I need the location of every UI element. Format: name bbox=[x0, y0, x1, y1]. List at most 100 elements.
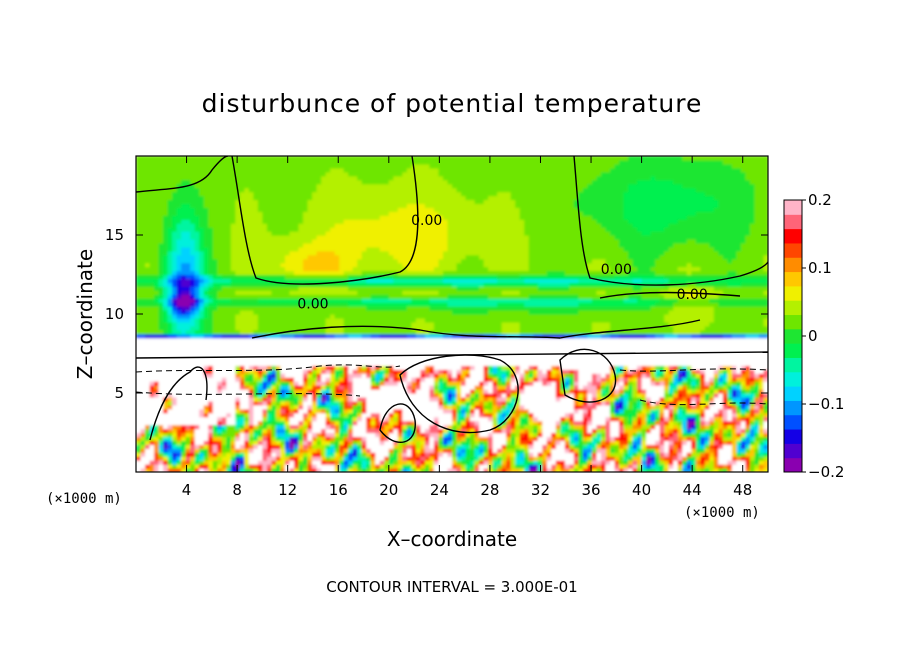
heatmap-cell bbox=[713, 432, 719, 438]
heatmap-cell bbox=[303, 337, 309, 343]
heatmap-cell bbox=[226, 404, 232, 410]
heatmap-cell bbox=[677, 365, 683, 370]
heatmap-cell bbox=[402, 329, 408, 335]
heatmap-cell bbox=[167, 361, 173, 366]
heatmap-cell bbox=[212, 357, 218, 362]
heatmap-cell bbox=[564, 329, 570, 335]
heatmap-field bbox=[136, 156, 768, 472]
heatmap-cell bbox=[370, 389, 376, 394]
heatmap-cell bbox=[298, 468, 304, 472]
heatmap-cell bbox=[537, 432, 543, 438]
heatmap-cell bbox=[217, 369, 223, 374]
heatmap-cell bbox=[749, 365, 756, 370]
heatmap-cell bbox=[289, 373, 295, 378]
heatmap-cell bbox=[709, 460, 715, 465]
heatmap-cell bbox=[190, 412, 196, 418]
heatmap-cell bbox=[298, 369, 304, 374]
heatmap-cell bbox=[357, 361, 363, 366]
heatmap-cell bbox=[402, 396, 408, 402]
heatmap-cell bbox=[492, 412, 498, 418]
heatmap-cell bbox=[140, 460, 146, 465]
heatmap-cell bbox=[646, 389, 652, 394]
heatmap-cell bbox=[307, 389, 313, 394]
heatmap-cell bbox=[158, 468, 164, 472]
heatmap-cell bbox=[682, 361, 688, 366]
heatmap-cell bbox=[149, 468, 155, 472]
heatmap-cell bbox=[154, 448, 160, 453]
heatmap-cell bbox=[555, 424, 561, 430]
heatmap-cell bbox=[686, 345, 692, 351]
heatmap-cell bbox=[163, 393, 169, 398]
heatmap-cell bbox=[181, 412, 187, 418]
heatmap-cell bbox=[623, 456, 629, 461]
heatmap-cell bbox=[587, 424, 593, 430]
heatmap-cell bbox=[695, 416, 701, 422]
heatmap-cell bbox=[560, 440, 566, 445]
heatmap-cell bbox=[158, 396, 164, 402]
heatmap-cell bbox=[199, 440, 205, 445]
heatmap-cell bbox=[641, 365, 647, 370]
heatmap-cell bbox=[488, 460, 494, 465]
heatmap-cell bbox=[488, 444, 494, 449]
heatmap-cell bbox=[140, 404, 146, 410]
heatmap-cell bbox=[704, 381, 710, 386]
heatmap-cell bbox=[546, 460, 552, 465]
heatmap-cell bbox=[172, 452, 178, 457]
heatmap-cell bbox=[266, 337, 273, 343]
heatmap-cell bbox=[172, 464, 178, 469]
heatmap-cell bbox=[334, 448, 340, 453]
heatmap-cell bbox=[343, 361, 349, 366]
heatmap-cell bbox=[600, 341, 607, 347]
heatmap-cell bbox=[587, 369, 593, 374]
heatmap-cell bbox=[298, 456, 304, 461]
heatmap-cell bbox=[740, 440, 747, 445]
heatmap-cell bbox=[284, 369, 291, 374]
heatmap-cell bbox=[533, 361, 539, 366]
heatmap-cell bbox=[163, 329, 169, 335]
heatmap-cell bbox=[348, 444, 354, 449]
heatmap-cell bbox=[628, 353, 634, 359]
heatmap-cell bbox=[488, 412, 494, 418]
heatmap-cell bbox=[474, 408, 480, 414]
heatmap-cell bbox=[528, 456, 534, 461]
heatmap-cell bbox=[736, 393, 742, 398]
heatmap-cell bbox=[370, 452, 376, 457]
heatmap-cell bbox=[406, 408, 412, 414]
heatmap-cell bbox=[731, 373, 737, 378]
heatmap-cell bbox=[461, 377, 467, 382]
heatmap-cell bbox=[397, 460, 403, 465]
heatmap-cell bbox=[650, 416, 656, 422]
heatmap-cell bbox=[312, 444, 318, 449]
heatmap-cell bbox=[600, 400, 607, 406]
heatmap-cell bbox=[217, 349, 223, 355]
heatmap-cell bbox=[637, 436, 643, 441]
heatmap-cell bbox=[646, 428, 652, 434]
heatmap-cell bbox=[754, 369, 760, 374]
heatmap-cell bbox=[393, 337, 399, 343]
heatmap-cell bbox=[424, 377, 431, 382]
heatmap-cell bbox=[266, 452, 273, 457]
heatmap-cell bbox=[361, 424, 367, 430]
heatmap-cell bbox=[713, 460, 719, 465]
heatmap-cell bbox=[623, 345, 629, 351]
heatmap-cell bbox=[406, 341, 412, 347]
heatmap-cell bbox=[334, 424, 340, 430]
heatmap-cell bbox=[474, 432, 480, 438]
heatmap-cell bbox=[745, 440, 751, 445]
heatmap-cell bbox=[420, 396, 426, 402]
heatmap-cell bbox=[564, 452, 570, 457]
heatmap-cell bbox=[745, 464, 751, 469]
heatmap-cell bbox=[167, 329, 173, 335]
heatmap-cell bbox=[307, 468, 313, 472]
heatmap-cell bbox=[185, 369, 191, 374]
heatmap-cell bbox=[591, 416, 598, 422]
heatmap-cell bbox=[754, 400, 760, 406]
heatmap-cell bbox=[393, 329, 399, 335]
heatmap-cell bbox=[524, 432, 530, 438]
heatmap-cell bbox=[420, 436, 426, 441]
heatmap-cell bbox=[334, 436, 340, 441]
heatmap-cell bbox=[230, 349, 236, 355]
heatmap-cell bbox=[415, 393, 421, 398]
heatmap-cell bbox=[718, 369, 724, 374]
heatmap-cell bbox=[312, 468, 318, 472]
